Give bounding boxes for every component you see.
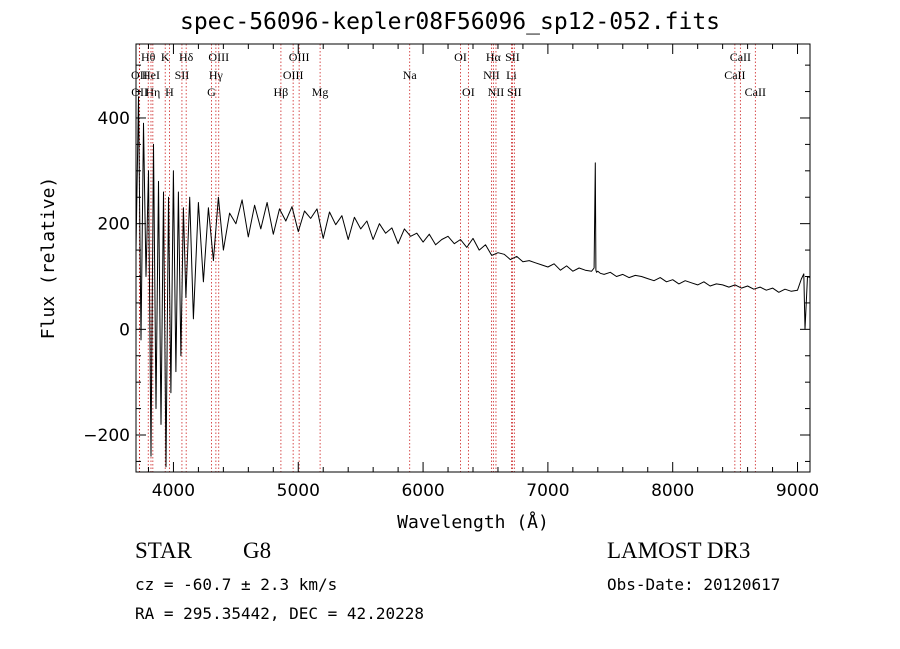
line-marker-label-11: G [207,85,216,99]
subclass-label: G8 [243,538,272,563]
line-marker-label-8: Hδ [179,50,194,64]
line-marker-label-13: OIII [289,50,310,64]
line-marker-label-16: Na [403,68,418,82]
y-tick-label-400: 400 [98,109,130,129]
line-marker-label-20: NII [483,68,500,82]
line-marker-label-22: SII [505,50,520,64]
x-tick-label-8000: 8000 [651,481,694,501]
y-tick-label-200: 200 [98,215,130,235]
y-tick-label--200: −200 [83,426,130,446]
chart-title: spec-56096-kepler08F56096_sp12-052.fits [179,9,721,35]
class-label: STAR [135,538,192,563]
survey-label: LAMOST DR3 [607,538,751,563]
x-tick-label-4000: 4000 [152,481,195,501]
line-marker-label-12: Hβ [274,85,289,99]
plot-frame [135,43,811,473]
line-marker-label-9: OIII [208,50,229,64]
x-tick-label-5000: 5000 [277,481,320,501]
x-tick-label-6000: 6000 [401,481,444,501]
y-axis-label: Flux (relative) [38,177,59,340]
line-marker-label-17: OI [454,50,467,64]
line-marker-label-0: OII [131,68,148,82]
x-axis-label: Wavelength (Å) [397,511,549,533]
line-marker-label-4: Hη [145,85,160,99]
y-tick-label-0: 0 [119,320,130,340]
line-marker-label-5: K [161,50,170,64]
x-tick-label-7000: 7000 [526,481,569,501]
coordinates-text: RA = 295.35442, DEC = 42.20228 [135,604,424,623]
line-marker-label-10: Hγ [209,68,224,82]
redshift-text: cz = -60.7 ± 2.3 km/s [135,575,338,594]
line-marker-label-24: SII [507,85,522,99]
obs-date-text: Obs-Date: 20120617 [607,575,781,594]
line-marker-label-23: Li [506,68,517,82]
spectrum-line [135,96,811,468]
line-marker-label-25: CaII [730,50,751,64]
line-marker-label-2: Hθ [141,50,156,64]
axis-ticks-layer: 4000 5000 6000 7000 8000 9000 −200 0 200 400 [83,44,819,501]
line-marker-label-6: SII [175,68,190,82]
line-marker-label-15: Mg [312,85,329,99]
line-marker-label-3: HeI [142,68,160,82]
line-marker-label-21: NII [488,85,505,99]
line-marker-label-7: H [165,85,174,99]
line-marker-label-27: CaII [745,85,766,99]
x-tick-label-9000: 9000 [776,481,819,501]
line-markers-layer [138,44,756,472]
line-marker-label-14: OIII [283,68,304,82]
line-marker-label-18: OI [462,85,475,99]
line-marker-label-26: CaII [724,68,745,82]
line-marker-label-19: Hα [486,50,502,64]
